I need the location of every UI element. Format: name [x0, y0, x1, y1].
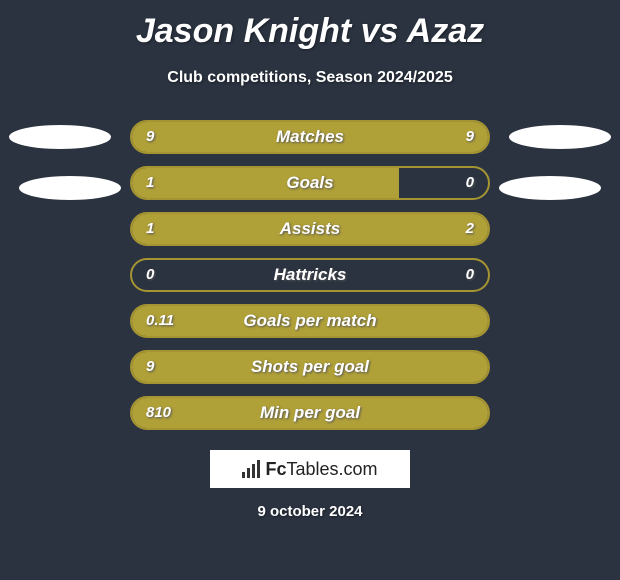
logo-suffix: Tables.com: [286, 459, 377, 479]
chart-date: 9 october 2024: [0, 503, 620, 520]
player-left-badge-1: [9, 125, 111, 149]
stats-container: 9Matches91Goals01Assists20Hattricks00.11…: [130, 120, 490, 442]
player-right-badge-2: [499, 176, 601, 200]
stat-value-right: 0: [466, 260, 474, 290]
stat-label: Min per goal: [132, 398, 488, 428]
stat-row: 9Shots per goal: [130, 350, 490, 384]
stat-row: 810Min per goal: [130, 396, 490, 430]
logo-bars-icon: [242, 460, 260, 478]
page-subtitle: Club competitions, Season 2024/2025: [0, 69, 620, 87]
logo-prefix: Fc: [265, 459, 286, 479]
stat-value-right: 9: [466, 122, 474, 152]
stat-row: 1Goals0: [130, 166, 490, 200]
stat-value-right: 2: [466, 214, 474, 244]
player-right-badge-1: [509, 125, 611, 149]
stat-row: 1Assists2: [130, 212, 490, 246]
stat-label: Assists: [132, 214, 488, 244]
stat-row: 0Hattricks0: [130, 258, 490, 292]
player-left-badge-2: [19, 176, 121, 200]
stat-label: Hattricks: [132, 260, 488, 290]
stat-label: Matches: [132, 122, 488, 152]
stat-row: 0.11Goals per match: [130, 304, 490, 338]
stat-row: 9Matches9: [130, 120, 490, 154]
stat-label: Goals per match: [132, 306, 488, 336]
logo-text: FcTables.com: [265, 459, 377, 480]
page-title: Jason Knight vs Azaz: [0, 0, 620, 51]
fctables-logo: FcTables.com: [210, 450, 410, 488]
stat-label: Goals: [132, 168, 488, 198]
stat-label: Shots per goal: [132, 352, 488, 382]
stat-value-right: 0: [466, 168, 474, 198]
